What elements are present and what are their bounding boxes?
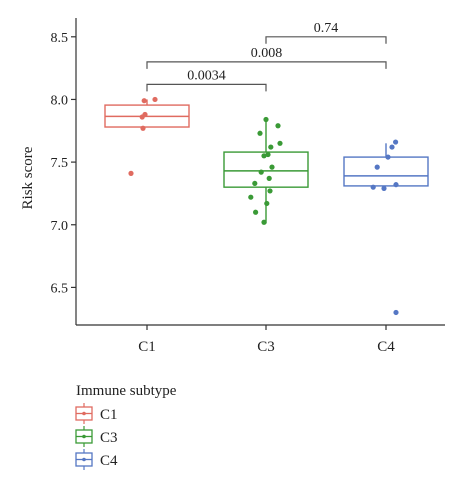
y-tick-label: 8.5 [51,31,69,46]
legend-label: C3 [100,430,118,446]
data-point [261,219,267,225]
data-point [370,184,376,190]
data-point [141,98,147,104]
data-point [268,144,274,150]
data-point [381,185,387,192]
data-point [277,140,283,146]
y-tick-label: 8.0 [51,93,69,108]
data-point [266,175,272,181]
legend-swatch-point [82,434,86,439]
legend-item-c3: C3 [75,426,118,447]
x-tick-label: C1 [138,339,156,355]
y-tick-label: 6.5 [51,281,69,296]
box-group-c3 [223,116,309,225]
box [223,151,309,188]
axes: 6.5 7.0 7.5 8.0 8.5 C1 C3 C4 [51,18,445,355]
data-point [269,164,275,170]
p-value-label: 0.008 [251,46,283,61]
legend-swatch-point [82,411,86,416]
box [343,156,429,187]
data-point [385,154,391,160]
p-value-label: 0.74 [314,21,339,36]
data-point [393,139,399,145]
legend-label: C1 [100,407,118,423]
significance-bracket: 0.74 [265,21,387,44]
y-tick-label: 7.5 [51,156,69,171]
data-point [252,180,258,187]
box-group-c1 [104,96,190,176]
data-point [374,164,380,170]
legend-title: Immune subtype [76,383,177,399]
x-tick-label: C3 [257,339,275,355]
x-tick-label: C4 [377,339,395,355]
bracket-line [146,83,267,92]
significance-bracket: 0.008 [146,46,387,69]
data-point [257,130,263,136]
data-point [258,169,264,175]
box-group-c4 [343,139,429,316]
p-value-label: 0.0034 [187,68,226,83]
data-point [267,188,273,194]
data-point [261,153,267,159]
bracket-line [265,36,387,44]
data-point [389,144,395,150]
data-point [263,116,269,123]
data-point [393,309,399,316]
data-point [152,96,158,103]
legend-label: C4 [100,453,118,469]
data-point [139,114,145,120]
legend-swatch-point [82,457,86,462]
data-point [128,170,134,176]
significance-bracket: 0.0034 [146,68,267,92]
legend-item-c1: C1 [75,403,118,424]
data-point [253,209,259,215]
data-point [265,151,271,158]
data-point [393,182,399,188]
data-point [248,194,254,200]
bracket-line [146,61,387,69]
y-axis-label: Risk score [20,146,36,209]
data-point [140,125,146,131]
y-tick-label: 7.0 [51,219,69,234]
legend: Immune subtype C1 C3 C4 [75,383,177,470]
plot-area: 0.0034 0.008 0.74 [104,21,429,316]
data-point [275,123,281,129]
legend-item-c4: C4 [75,449,118,470]
data-point [264,200,270,207]
